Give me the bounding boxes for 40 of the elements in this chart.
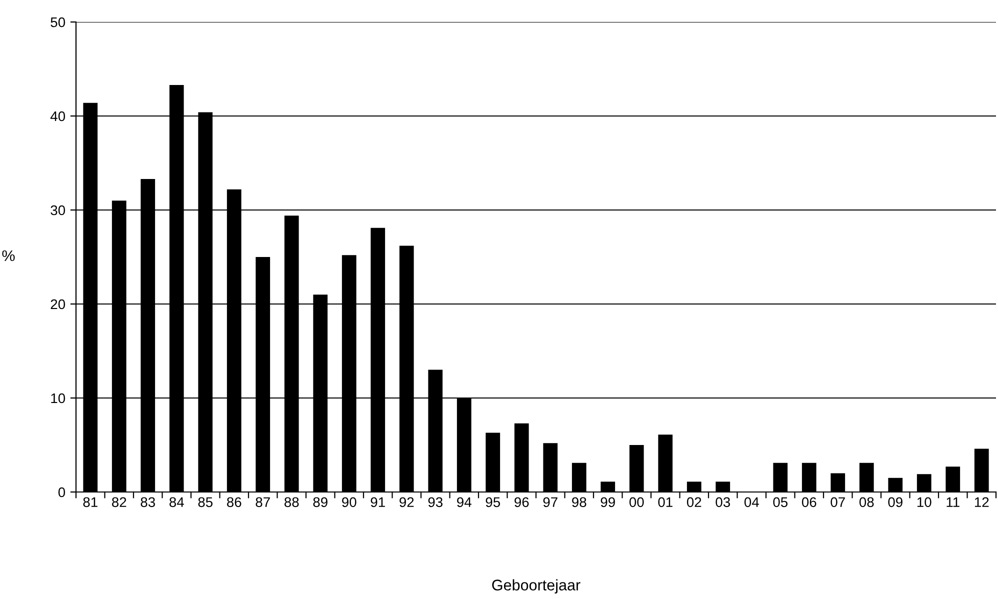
x-tick-label: 96	[514, 497, 529, 508]
x-tick-label: 11	[946, 497, 960, 507]
x-tick-label: 81	[83, 497, 98, 508]
x-tick-label: 89	[313, 497, 328, 508]
x-tick-label: 85	[198, 497, 213, 508]
x-tick-label: 97	[543, 497, 558, 508]
x-tick-label: 98	[572, 497, 586, 508]
x-tick-label: 95	[486, 497, 500, 508]
x-tick-label: 01	[658, 497, 672, 508]
x-tick-label: 03	[716, 497, 730, 508]
x-axis-title: Geboortejaar	[492, 579, 580, 594]
x-tick-label: 10	[917, 497, 932, 508]
x-tick-label: 94	[457, 497, 472, 508]
x-tick-label: 09	[888, 497, 902, 508]
y-tick-label: 30	[50, 205, 66, 216]
x-tick-label: 86	[227, 497, 242, 508]
x-tick-label: 91	[370, 497, 385, 508]
x-tick-label: 87	[256, 497, 270, 508]
x-tick-label: 08	[859, 497, 874, 508]
x-tick-label: 83	[140, 497, 155, 508]
y-tick-label: 20	[50, 299, 66, 310]
y-tick-label: 0	[58, 487, 66, 498]
y-tick-label: 50	[50, 17, 66, 28]
x-tick-label: 06	[802, 497, 816, 508]
x-tick-label: 84	[170, 497, 184, 508]
y-tick-label: 10	[51, 393, 66, 404]
x-tick-label: 05	[773, 497, 788, 508]
x-tick-label: 88	[284, 497, 299, 508]
x-tick-label: 93	[428, 497, 442, 508]
y-axis-title: %	[2, 250, 15, 262]
x-tick-label: 82	[112, 497, 126, 508]
x-tick-label: 07	[830, 497, 845, 508]
y-tick-label: 40	[50, 111, 66, 122]
x-tick-label: 90	[342, 497, 356, 508]
x-tick-label: 02	[686, 497, 702, 508]
x-tick-label: 04	[744, 497, 759, 508]
x-tick-label: 92	[400, 497, 414, 508]
x-tick-label: 12	[974, 497, 989, 507]
x-tick-label: 00	[629, 497, 644, 508]
x-tick-label: 99	[600, 497, 615, 508]
